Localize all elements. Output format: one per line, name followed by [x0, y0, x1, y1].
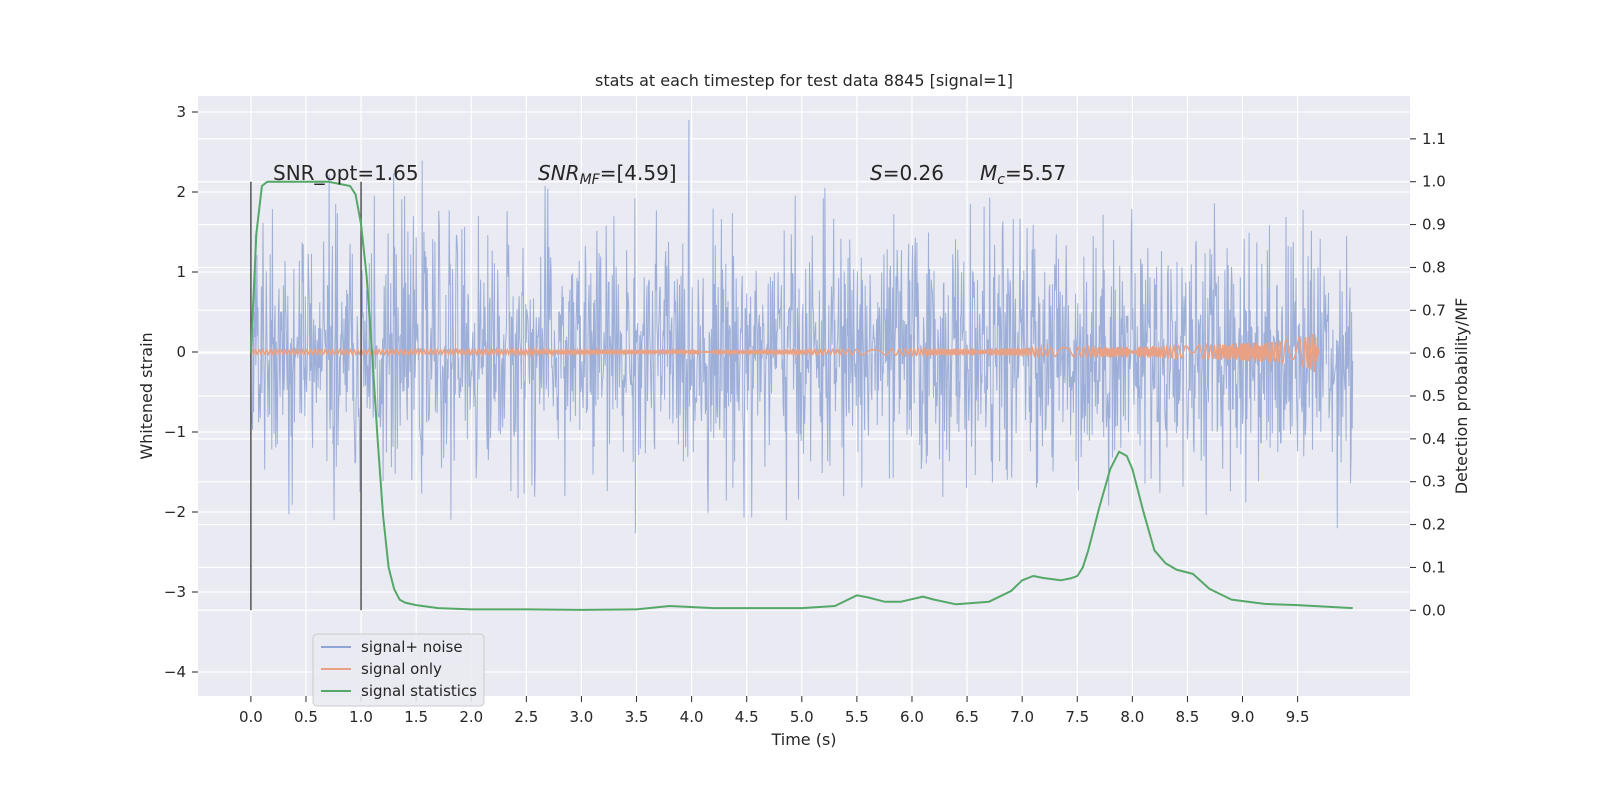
x-tick-label: 6.5	[955, 708, 979, 726]
y-right-tick-label: 0.9	[1422, 216, 1446, 234]
x-tick-label: 4.5	[735, 708, 759, 726]
y-right-tick-label: 0.3	[1422, 473, 1446, 491]
y-tick-label: −3	[164, 583, 186, 601]
x-tick-label: 6.0	[900, 708, 924, 726]
x-tick-label: 3.0	[570, 708, 594, 726]
x-tick-label: 3.5	[625, 708, 649, 726]
x-tick-label: 0.0	[239, 708, 263, 726]
y-right-tick-label: 1.1	[1422, 130, 1446, 148]
y-right-tick-label: 0.7	[1422, 301, 1446, 319]
x-tick-labels: 0.0 0.5 1.0 1.5 2.0 2.5 3.0 3.5 4.0 4.5 5.0 5.5 6.0 6…	[239, 696, 1310, 726]
legend: signal+ noise signal only signal statist…	[312, 633, 485, 707]
legend-label-signal-statistics: signal statistics	[361, 682, 477, 700]
annotation-mc-sub: c	[997, 172, 1005, 188]
y-tick-label: −4	[164, 663, 186, 681]
x-tick-label: 8.0	[1120, 708, 1144, 726]
annotation-s-prefix: S	[870, 161, 883, 185]
annotation-snr-mf-sub: MF	[580, 172, 601, 188]
y-tick-label: −2	[164, 503, 186, 521]
y-right-tick-label: 1.0	[1422, 173, 1446, 191]
legend-label-signal-only: signal only	[361, 660, 442, 678]
x-axis-label: Time (s)	[770, 730, 836, 749]
legend-label-signal-plus-noise: signal+ noise	[361, 638, 463, 656]
annotation-snr-mf-value: =[4.59]	[600, 161, 677, 185]
x-tick-label: 7.0	[1010, 708, 1034, 726]
x-tick-label: 1.5	[404, 708, 428, 726]
y-right-tick-label: 0.6	[1422, 344, 1446, 362]
signal-statistics-line	[249, 180, 1353, 611]
annotation-s: S=0.26	[870, 161, 944, 185]
y-tick-label: −1	[164, 423, 186, 441]
y-tick-label: 0	[176, 343, 186, 361]
y-right-tick-labels: 1.1 1.0 0.9 0.8 0.7 0.6 0.5 0.4 0.3 0.2 0.1 0.0	[1410, 130, 1446, 619]
event-markers	[250, 181, 362, 611]
y-right-tick-label: 0.1	[1422, 558, 1446, 576]
y-tick-label: 2	[176, 183, 186, 201]
y-tick-label: 1	[176, 263, 186, 281]
y-tick-labels: 3 2 1 0 −1 −2 −3 −4	[164, 103, 198, 681]
signal-only-line	[250, 334, 1321, 373]
x-tick-label: 1.0	[349, 708, 373, 726]
annotation-snr-mf-prefix: SNR	[538, 161, 580, 185]
y-right-axis-label: Detection probability/MF	[1452, 298, 1471, 495]
y-tick-label: 3	[176, 103, 186, 121]
y-axis-label: Whitened strain	[137, 332, 156, 459]
x-tick-label: 4.0	[680, 708, 704, 726]
y-right-tick-label: 0.0	[1422, 601, 1446, 619]
x-tick-label: 7.5	[1065, 708, 1089, 726]
legend-box	[312, 633, 485, 707]
x-tick-label: 5.0	[790, 708, 814, 726]
annotation-snr-opt: SNR_opt=1.65	[273, 161, 419, 185]
series-signal-statistics	[249, 180, 1353, 611]
y-right-tick-label: 0.2	[1422, 516, 1446, 534]
x-tick-label: 0.5	[294, 708, 318, 726]
x-tick-label: 9.0	[1231, 708, 1255, 726]
annotation-s-value: =0.26	[883, 161, 944, 185]
annotation-mc-value: =5.57	[1005, 161, 1066, 185]
chart-title: stats at each timestep for test data 884…	[595, 71, 1013, 90]
x-tick-label: 5.5	[845, 708, 869, 726]
y-right-tick-label: 0.4	[1422, 430, 1446, 448]
x-tick-label: 2.5	[514, 708, 538, 726]
annotation-snr-mf: SNRMF=[4.59]	[538, 161, 677, 188]
y-right-tick-label: 0.5	[1422, 387, 1446, 405]
series-signal-plus-noise	[250, 119, 1354, 534]
signal-plus-noise-line	[250, 119, 1354, 534]
x-tick-label: 9.5	[1286, 708, 1310, 726]
x-tick-label: 2.0	[459, 708, 483, 726]
annotation-mc: Mc=5.57	[980, 161, 1066, 188]
annotation-mc-prefix: M	[980, 161, 997, 185]
series-signal-only	[250, 334, 1321, 373]
y-right-tick-label: 0.8	[1422, 258, 1446, 276]
x-tick-label: 8.5	[1176, 708, 1200, 726]
